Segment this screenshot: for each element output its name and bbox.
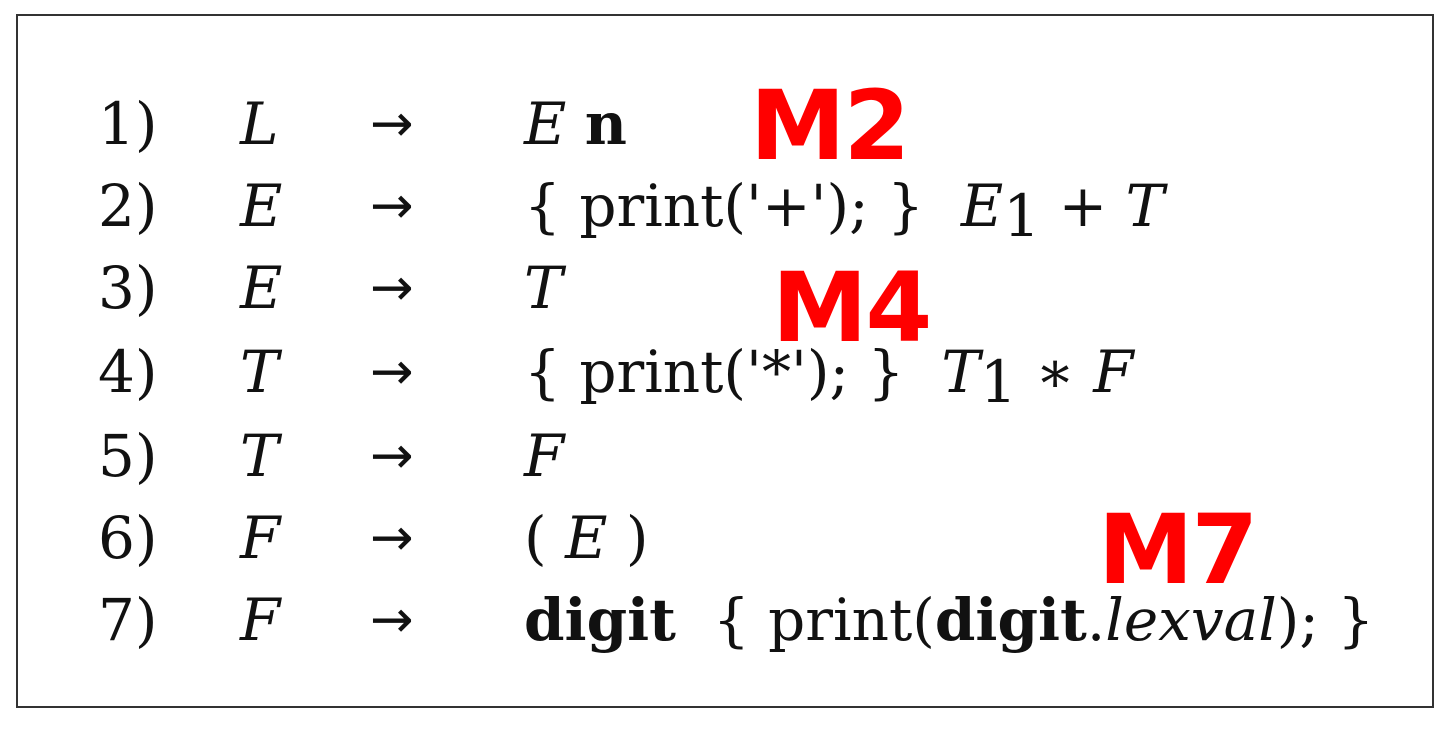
- arrow-icon: →: [370, 258, 414, 318]
- rule-body-token: ); }: [1276, 586, 1375, 654]
- rule-body-token: lexval: [1105, 586, 1277, 654]
- rule-head: E: [240, 172, 283, 240]
- marker-m4: M4: [772, 252, 932, 364]
- rule-head: F: [240, 586, 281, 654]
- rule-body-token: n: [584, 90, 627, 158]
- rule-number: 2): [98, 172, 158, 240]
- rule-body: ( E ): [524, 496, 649, 580]
- rule-number: 5): [98, 422, 158, 490]
- rule-number: 4): [98, 338, 158, 406]
- rule-head: T: [240, 422, 279, 490]
- rule-body-token: ∗: [1016, 338, 1094, 406]
- rule-5: 5) T → F: [18, 414, 1432, 498]
- arrow-icon: →: [370, 590, 414, 650]
- rule-body-token: F: [524, 422, 565, 490]
- rule-body-token: [566, 90, 584, 158]
- rule-body-token: ): [607, 504, 649, 572]
- arrow-icon: →: [370, 94, 414, 154]
- grammar-frame: 1) L → E n 2) E → { print('+'); } E1 + T…: [16, 14, 1434, 708]
- rule-body-token: T: [524, 254, 563, 322]
- rule-body-token: 1: [1003, 182, 1041, 250]
- rule-body: E n: [524, 82, 627, 166]
- arrow-icon: →: [370, 176, 414, 236]
- rule-1: 1) L → E n: [18, 82, 1432, 166]
- rule-body: { print('+'); } E1 + T: [524, 164, 1164, 258]
- rule-body-token: { print('*'); }: [524, 338, 942, 406]
- rule-body: F: [524, 414, 564, 498]
- rule-body-token: +: [1040, 172, 1126, 240]
- rule-2: 2) E → { print('+'); } E1 + T: [18, 164, 1432, 250]
- arrow-icon: →: [370, 426, 414, 486]
- rule-body-token: digit: [934, 586, 1087, 654]
- rule-body: { print('*'); } T1 ∗ F: [524, 330, 1133, 424]
- rule-number: 1): [98, 90, 158, 158]
- arrow-icon: →: [370, 508, 414, 568]
- rule-number: 6): [98, 504, 158, 572]
- rule-3: 3) E → T: [18, 246, 1432, 330]
- rule-head: F: [240, 504, 281, 572]
- rule-4: 4) T → { print('*'); } T1 ∗ F: [18, 330, 1432, 416]
- rule-body-token: E: [524, 90, 567, 158]
- rule-number: 7): [98, 586, 158, 654]
- marker-m7: M7: [1098, 494, 1258, 606]
- arrow-icon: →: [370, 342, 414, 402]
- rule-7: 7) F → digit { print(digit.lexval); }: [18, 578, 1432, 662]
- rule-body-token: { print(: [675, 586, 935, 654]
- rule-body: digit { print(digit.lexval); }: [524, 578, 1374, 662]
- rule-body-token: .: [1086, 586, 1106, 654]
- rule-body-token: F: [1093, 338, 1134, 406]
- rule-body-token: { print('+'); }: [524, 172, 961, 240]
- marker-m2: M2: [750, 70, 910, 182]
- rule-body-token: T: [1125, 172, 1165, 240]
- rule-body: T: [524, 246, 563, 330]
- rule-body-token: (: [524, 504, 566, 572]
- rule-body-token: T: [941, 338, 980, 406]
- rule-body-token: E: [565, 504, 608, 572]
- rule-head: T: [240, 338, 279, 406]
- rule-head: L: [240, 90, 279, 158]
- rule-6: 6) F → ( E ): [18, 496, 1432, 580]
- rule-body-token: E: [960, 172, 1004, 240]
- rule-number: 3): [98, 254, 158, 322]
- rule-body-token: digit: [524, 586, 676, 654]
- rule-head: E: [240, 254, 283, 322]
- rule-body-token: 1: [980, 348, 1017, 416]
